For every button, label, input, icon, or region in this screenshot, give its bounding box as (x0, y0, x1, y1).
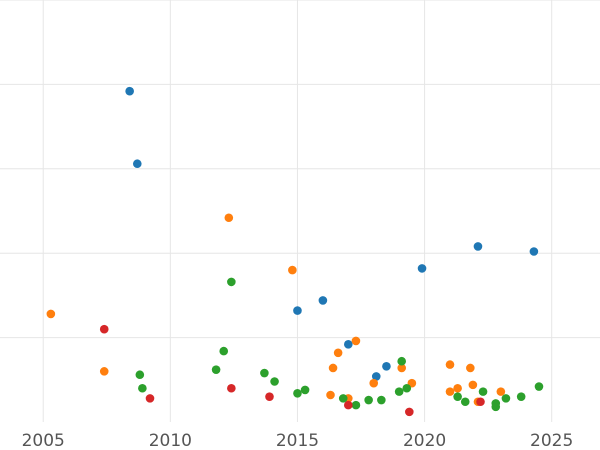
data-point (445, 360, 455, 369)
data-point (405, 407, 414, 417)
data-point (260, 368, 269, 378)
data-point (293, 389, 302, 398)
data-point (417, 264, 427, 273)
data-point (125, 86, 134, 96)
data-point (265, 392, 274, 401)
data-point (369, 378, 379, 388)
x-tick-label: 2020 (403, 431, 446, 450)
data-point (466, 363, 475, 373)
data-point (99, 324, 109, 334)
data-point (99, 367, 109, 376)
data-point (224, 213, 234, 223)
data-point (270, 377, 279, 386)
data-point (516, 392, 526, 401)
data-point (344, 340, 353, 349)
data-point (453, 383, 462, 393)
data-point (132, 159, 142, 169)
grid-lines (0, 0, 600, 422)
data-point (293, 306, 302, 315)
data-point (338, 394, 348, 403)
data-point (318, 296, 328, 305)
data-point (534, 382, 544, 391)
data-point (397, 363, 406, 373)
data-point (445, 387, 455, 396)
data-point (344, 400, 353, 410)
data-point (453, 392, 462, 401)
data-points (46, 86, 544, 417)
data-point (145, 394, 155, 403)
data-point (351, 336, 361, 346)
data-point (227, 383, 236, 393)
data-point (288, 265, 297, 275)
data-point (402, 383, 412, 393)
data-point (491, 402, 501, 412)
data-point (382, 361, 391, 371)
x-axis-tick-labels: 2005 2010 2015 2020 2025 (22, 431, 574, 450)
data-point (219, 346, 229, 356)
data-point (496, 387, 506, 396)
data-point (138, 383, 147, 393)
data-point (227, 277, 236, 287)
data-point (333, 348, 343, 358)
data-point (351, 400, 361, 410)
x-tick-label: 2010 (149, 431, 192, 450)
data-point (478, 387, 488, 396)
data-point (211, 365, 221, 374)
data-point (476, 397, 485, 407)
data-point (473, 242, 483, 251)
x-tick-label: 2015 (276, 431, 319, 450)
data-point (468, 380, 478, 390)
data-point (364, 395, 373, 405)
data-point (377, 395, 386, 405)
data-point (460, 397, 470, 407)
data-point (529, 247, 539, 256)
data-point (46, 309, 56, 319)
data-point (397, 356, 406, 366)
data-point (328, 363, 338, 373)
data-point (300, 385, 310, 395)
data-point (326, 390, 335, 400)
data-point (394, 387, 404, 396)
data-point (501, 394, 511, 403)
data-point (371, 372, 381, 381)
x-tick-label: 2025 (530, 431, 573, 450)
x-tick-label: 2005 (22, 431, 65, 450)
data-point (135, 370, 145, 380)
